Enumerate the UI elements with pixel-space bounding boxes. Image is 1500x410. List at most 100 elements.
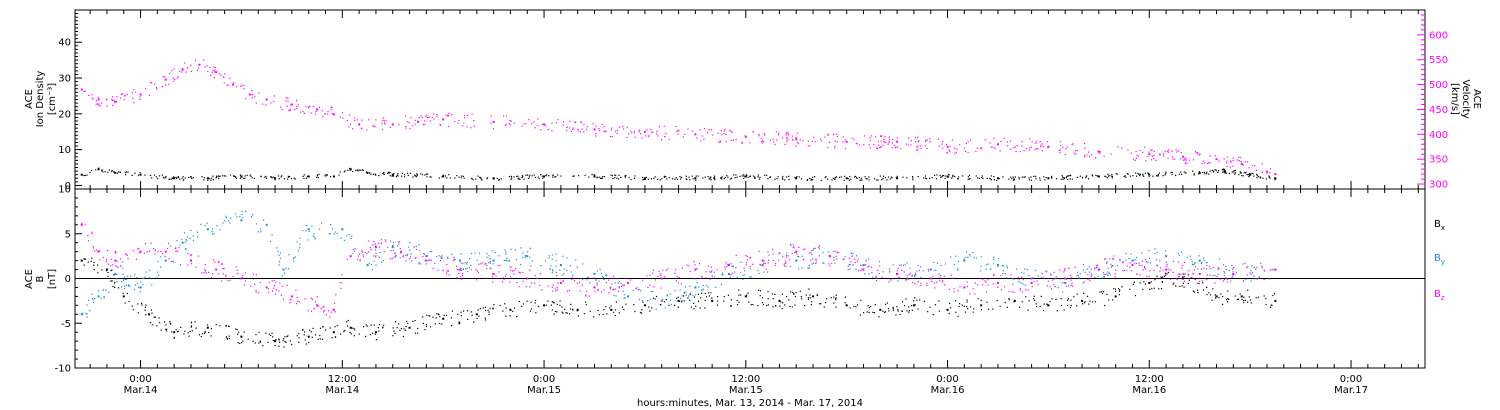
by-trace-point — [985, 264, 987, 266]
velocity-trace-point — [897, 146, 899, 148]
density-trace-point — [935, 178, 938, 180]
bx-trace-point — [641, 309, 643, 311]
bx-trace-point — [660, 303, 662, 306]
bx-trace-point — [1206, 294, 1208, 296]
bz-trace-point — [889, 271, 891, 273]
by-trace-point — [618, 280, 621, 283]
bx-trace-point — [132, 309, 134, 311]
bx-trace-point — [308, 342, 310, 344]
density-trace-point — [977, 177, 979, 179]
bx-trace-point — [484, 306, 487, 308]
density-trace-point — [614, 177, 616, 179]
density-trace-point — [149, 174, 152, 177]
bx-trace-point — [1119, 289, 1121, 291]
bz-trace-point — [871, 271, 873, 274]
by-trace-point — [1181, 251, 1183, 253]
velocity-trace-point — [214, 67, 216, 69]
bx-trace-point — [1117, 288, 1120, 290]
velocity-trace-point — [470, 127, 472, 129]
by-trace-point — [352, 252, 354, 254]
density-trace-point — [1132, 175, 1134, 177]
bz-trace-point — [201, 272, 203, 274]
bz-trace-point — [250, 285, 252, 287]
velocity-trace-point — [787, 139, 789, 141]
density-trace-point — [1234, 173, 1236, 175]
density-trace-point — [471, 177, 473, 179]
bx-trace-point — [830, 297, 832, 299]
bz-trace-point — [390, 250, 392, 252]
bz-trace-point — [369, 246, 371, 249]
density-trace-point — [151, 177, 153, 179]
bx-trace-point — [964, 311, 967, 313]
velocity-trace-point — [1025, 147, 1028, 150]
velocity-trace-point — [604, 131, 606, 133]
velocity-trace-point — [1226, 160, 1228, 162]
velocity-trace-point — [598, 129, 601, 132]
velocity-trace-point — [240, 85, 242, 88]
velocity-trace-point — [651, 131, 653, 134]
bx-trace-point — [124, 302, 126, 304]
by-trace-point — [94, 298, 96, 300]
bz-trace-point — [677, 282, 680, 284]
bx-trace-point — [237, 342, 239, 344]
by-trace-point — [1206, 261, 1208, 263]
bx-trace-point — [144, 309, 146, 311]
velocity-trace-point — [1184, 163, 1187, 165]
by-trace-point — [914, 276, 916, 278]
bz-trace-point — [203, 271, 205, 273]
density-trace-point — [1247, 173, 1249, 176]
velocity-trace-point — [926, 139, 928, 141]
by-trace-point — [786, 252, 788, 254]
velocity-trace-point — [894, 147, 896, 149]
density-trace-point — [752, 175, 755, 177]
density-trace-point — [1076, 176, 1078, 178]
density-tick-label: 20 — [58, 109, 71, 120]
bz-trace-point — [1047, 280, 1049, 282]
density-trace-point — [634, 175, 636, 177]
bx-trace-point — [247, 338, 249, 340]
by-trace-point — [312, 235, 314, 237]
by-trace-point — [698, 286, 700, 288]
density-trace-point — [866, 178, 868, 180]
velocity-trace-point — [827, 133, 830, 136]
bx-trace-point — [1129, 288, 1131, 290]
bx-trace-point — [137, 312, 139, 314]
density-trace-point — [153, 174, 156, 176]
velocity-trace-point — [490, 115, 492, 117]
velocity-trace-point — [551, 122, 553, 124]
bx-trace-point — [479, 307, 481, 310]
velocity-trace-point — [1230, 161, 1232, 163]
density-trace-point — [475, 178, 477, 180]
bz-trace-point — [296, 303, 298, 305]
velocity-trace-point — [1248, 167, 1250, 169]
velocity-trace-point — [786, 137, 788, 139]
velocity-trace-point — [383, 122, 386, 124]
bz-trace-point — [160, 250, 162, 253]
density-trace-point — [610, 174, 612, 176]
bx-trace-point — [872, 311, 874, 314]
bz-point — [139, 250, 142, 253]
by-trace-point — [86, 304, 88, 306]
by-trace-point — [1247, 266, 1249, 268]
by-trace-point — [1256, 278, 1258, 280]
velocity-trace-point — [586, 126, 588, 128]
density-trace-point — [170, 178, 172, 180]
bz-trace-point — [794, 252, 796, 254]
by-trace-point — [734, 271, 736, 273]
density-trace-point — [1233, 169, 1235, 172]
bx-trace-point — [641, 312, 643, 314]
density-trace-point — [912, 179, 914, 181]
velocity-trace-point — [784, 143, 786, 146]
bx-trace-point — [165, 324, 167, 326]
bx-trace-point — [716, 304, 719, 306]
bx-trace-point — [801, 298, 803, 300]
velocity-trace-point — [139, 98, 141, 100]
bz-trace-point — [346, 258, 348, 261]
by-trace-point — [1018, 279, 1020, 281]
velocity-trace-point — [677, 129, 679, 132]
density-trace-point — [941, 175, 944, 177]
by-trace-point — [436, 255, 438, 258]
bz-trace-point — [273, 287, 275, 289]
bz-trace-point — [1070, 284, 1072, 287]
density-trace-point — [757, 174, 759, 176]
